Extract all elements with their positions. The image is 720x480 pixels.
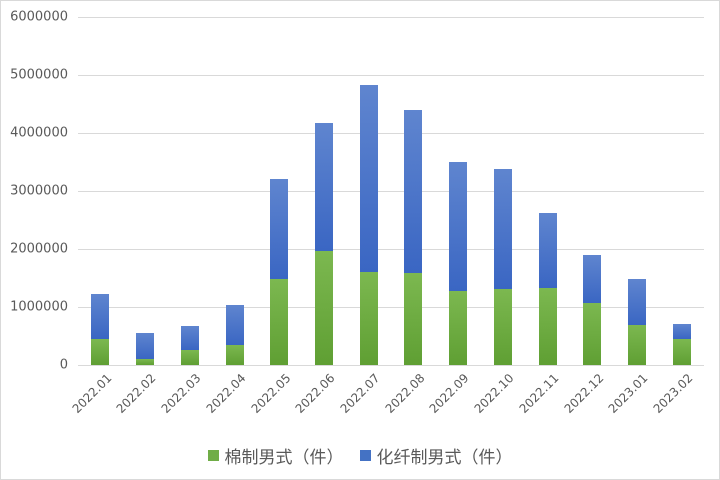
bar-segment-cotton bbox=[314, 250, 333, 365]
stacked-bar bbox=[538, 213, 557, 365]
bar-segment-cotton bbox=[583, 302, 602, 365]
bar-segment-cotton bbox=[225, 344, 244, 365]
bar-segment-cotton bbox=[91, 338, 110, 365]
gridline bbox=[78, 75, 704, 76]
bar-segment-synthetic bbox=[314, 123, 333, 251]
bar-segment-synthetic bbox=[91, 294, 110, 339]
y-tick-label: 5000000 bbox=[10, 67, 68, 83]
legend-item-synthetic: 化纤制男式（件） bbox=[359, 443, 513, 468]
legend-label-cotton: 棉制男式（件） bbox=[224, 448, 344, 468]
bar-segment-cotton bbox=[672, 338, 691, 365]
bar-segment-synthetic bbox=[493, 168, 512, 289]
bar-segment-synthetic bbox=[136, 333, 155, 360]
stacked-bar bbox=[583, 254, 602, 365]
stacked-bar bbox=[270, 179, 289, 365]
legend-label-synthetic: 化纤制男式（件） bbox=[376, 448, 513, 468]
bar-segment-synthetic bbox=[180, 326, 199, 350]
gridline bbox=[78, 191, 704, 192]
bar-segment-synthetic bbox=[449, 162, 468, 291]
stacked-bar bbox=[314, 123, 333, 365]
stacked-bar bbox=[672, 323, 691, 365]
bar-segment-cotton bbox=[627, 324, 646, 365]
bar-segment-cotton bbox=[404, 272, 423, 365]
stacked-bar bbox=[359, 84, 378, 365]
bar-segment-synthetic bbox=[225, 305, 244, 345]
stacked-bar bbox=[404, 109, 423, 365]
stacked-bar bbox=[225, 305, 244, 365]
stacked-bar bbox=[180, 326, 199, 365]
bar-segment-cotton bbox=[270, 279, 289, 365]
y-tick-label: 1000000 bbox=[10, 299, 68, 315]
bar-segment-synthetic bbox=[270, 179, 289, 280]
stacked-bar bbox=[449, 162, 468, 365]
y-tick-label: 6000000 bbox=[10, 9, 68, 25]
stacked-bar bbox=[627, 279, 646, 365]
bar-segment-cotton bbox=[493, 289, 512, 365]
bar-segment-cotton bbox=[538, 287, 557, 365]
gridline bbox=[78, 249, 704, 250]
legend-swatch-synthetic bbox=[359, 450, 371, 461]
y-tick-label: 4000000 bbox=[10, 125, 68, 141]
bar-segment-synthetic bbox=[404, 109, 423, 273]
gridline bbox=[78, 307, 704, 308]
legend-swatch-cotton bbox=[207, 450, 219, 461]
y-tick-label: 0 bbox=[59, 357, 68, 373]
bar-segment-synthetic bbox=[672, 323, 691, 339]
bar-segment-synthetic bbox=[627, 279, 646, 325]
gridline bbox=[78, 133, 704, 134]
gridline bbox=[78, 365, 704, 366]
bar-segment-synthetic bbox=[538, 213, 557, 288]
y-tick-label: 3000000 bbox=[10, 183, 68, 199]
legend-item-cotton: 棉制男式（件） bbox=[207, 443, 344, 468]
bar-segment-cotton bbox=[359, 272, 378, 365]
bar-segment-synthetic bbox=[583, 254, 602, 303]
bar-segment-cotton bbox=[449, 290, 468, 365]
stacked-bar bbox=[493, 168, 512, 365]
stacked-bar bbox=[136, 333, 155, 365]
bar-segment-cotton bbox=[136, 359, 155, 365]
bar-segment-synthetic bbox=[359, 84, 378, 273]
stacked-bar bbox=[91, 294, 110, 365]
legend: 棉制男式（件） 化纤制男式（件） bbox=[0, 443, 720, 468]
y-tick-label: 2000000 bbox=[10, 241, 68, 257]
gridline bbox=[78, 17, 704, 18]
bar-segment-cotton bbox=[180, 349, 199, 365]
